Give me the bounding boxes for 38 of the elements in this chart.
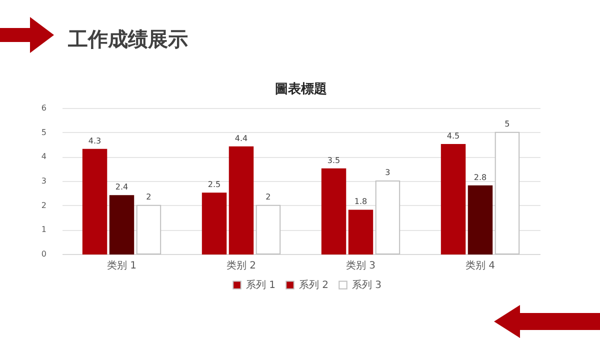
data-label: 2.4 xyxy=(115,182,128,192)
x-tick-label: 类别 4 xyxy=(465,260,496,272)
data-label: 5 xyxy=(504,119,510,128)
data-label: 3 xyxy=(385,168,390,177)
bar xyxy=(440,144,466,254)
data-label: 2 xyxy=(146,192,152,202)
x-tick-label: 类别 2 xyxy=(226,260,256,272)
data-label: 4.3 xyxy=(88,136,102,146)
data-label: 3.5 xyxy=(327,156,340,165)
chart-title: 工作成绩展示 xyxy=(68,26,188,53)
data-label: 4.4 xyxy=(234,134,248,143)
bar xyxy=(468,185,493,254)
legend-label: 系列 3 xyxy=(352,279,382,292)
y-tick-label: 1 xyxy=(41,225,46,234)
bar xyxy=(136,204,162,254)
chart-subtitle: 圖表標題 xyxy=(275,82,327,97)
bar xyxy=(321,168,346,254)
data-label: 1.8 xyxy=(354,197,368,206)
bar xyxy=(202,192,227,254)
y-tick-label: 2 xyxy=(41,200,46,210)
bar xyxy=(375,180,400,254)
bar xyxy=(82,148,108,254)
data-label: 2.8 xyxy=(474,172,487,182)
y-tick-label: 3 xyxy=(41,176,46,186)
legend-label: 系列 2 xyxy=(299,279,329,292)
x-tick-label: 类别 1 xyxy=(106,260,137,272)
bar xyxy=(109,195,134,254)
bar xyxy=(256,204,281,254)
y-tick-label: 4 xyxy=(41,152,46,162)
y-tick-label: 0 xyxy=(41,250,46,258)
x-tick-label: 类别 3 xyxy=(346,260,376,272)
data-label: 2 xyxy=(266,192,271,202)
y-tick-label: 5 xyxy=(41,128,46,137)
data-label: 2.5 xyxy=(208,180,221,190)
bar xyxy=(494,132,520,254)
legend-label: 系列 1 xyxy=(246,279,276,292)
data-label: 4.5 xyxy=(446,132,460,140)
y-tick-label: 6 xyxy=(41,104,46,112)
